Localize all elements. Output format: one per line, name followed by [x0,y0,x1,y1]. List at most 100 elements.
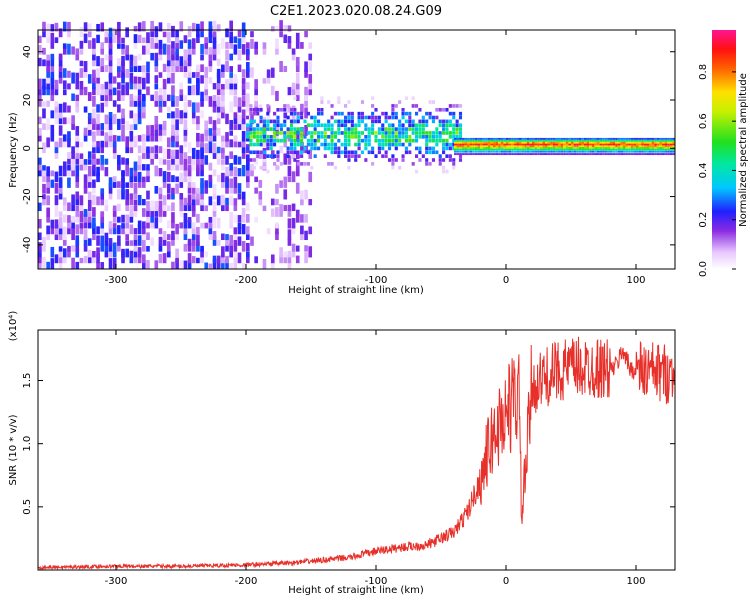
heatmap-cell [659,146,662,149]
heatmap-cell [438,123,442,128]
heatmap-cell [196,26,200,38]
heatmap-cell [229,151,233,159]
heatmap-cell [50,88,55,96]
heatmap-cell [71,228,75,241]
heatmap-cell [646,141,649,144]
heatmap-cell [662,143,665,146]
heatmap-cell [269,135,273,139]
heatmap-cell [229,195,233,206]
heatmap-cell [137,22,142,32]
heatmap-cell [129,181,134,188]
heatmap-cell [175,159,179,171]
heatmap-cell [327,100,331,104]
heatmap-cell [54,182,59,194]
heatmap-cell [221,253,225,264]
heatmap-cell [431,100,436,104]
heatmap-cell [100,22,105,32]
heatmap-cell [204,180,209,188]
heatmap-cell [495,141,499,144]
heatmap-cell [54,171,59,183]
heatmap-cell [617,141,621,144]
heatmap-cell [576,143,579,146]
heatmap-cell [573,150,577,153]
snr-y-tick-label: 0.5 [22,499,33,515]
heatmap-cell [158,124,163,130]
heatmap-cell [458,111,463,116]
heatmap-cell [474,137,478,140]
heatmap-cell [258,198,263,206]
heatmap-cell [249,123,253,128]
heatmap-cell [229,178,233,188]
heatmap-cell [428,131,432,135]
heatmap-cell [464,137,467,140]
heatmap-cell [42,47,46,55]
heatmap-cell [316,107,321,112]
heatmap-cell [249,142,253,147]
heatmap-cell [404,131,408,135]
heatmap-cell [455,127,459,131]
heatmap-cell [333,146,337,151]
heatmap-cell [578,146,582,149]
heatmap-cell [125,214,129,223]
heatmap-cell [623,148,626,151]
heatmap-cell [438,135,442,139]
heatmap-cell [506,146,509,149]
heatmap-cell [158,72,163,78]
heatmap-cell [327,119,331,124]
heatmap-cell [620,146,623,149]
heatmap-cell [100,197,105,206]
heatmap-cell [50,246,55,258]
heatmap-cell [469,141,473,144]
heatmap-cell [643,148,647,151]
heatmap-cell [526,141,530,144]
heatmap-cell [490,153,493,156]
heatmap-cell [313,154,317,158]
heatmap-cell [401,107,405,112]
heatmap-cell [534,148,538,151]
heatmap-cell [142,234,146,241]
heatmap-cell [636,150,639,153]
heatmap-cell [204,43,209,55]
heatmap-cell [133,210,138,217]
heatmap-cell [171,136,175,148]
heatmap-cell [454,145,457,148]
heatmap-cell [208,21,213,32]
heatmap-cell [179,56,184,67]
heatmap-cell [46,261,50,269]
heatmap-cell [221,149,225,159]
heatmap-cell [150,133,154,142]
heatmap-cell [636,143,639,146]
heatmap-cell [212,201,217,212]
heatmap-cell [581,150,584,153]
heatmap-cell [249,127,253,131]
heatmap-cell [295,83,300,90]
heatmap-cell [75,209,80,217]
heatmap-cell [142,179,146,188]
heatmap-cell [183,152,188,159]
heatmap-cell [62,43,67,49]
heatmap-cell [404,146,408,151]
heatmap-cell [154,134,159,142]
heatmap-cell [620,153,623,156]
heatmap-cell [162,90,167,101]
heatmap-cell [576,148,579,151]
heatmap-cell [610,153,613,156]
heatmap-cell [455,123,459,128]
heatmap-cell [158,209,163,217]
heatmap-cell [524,148,527,151]
heatmap-cell [408,138,412,143]
heatmap-cell [179,82,184,90]
heatmap-cell [584,145,587,148]
heatmap-cell [166,249,171,258]
heatmap-cell [304,245,308,252]
heatmap-cell [162,210,167,217]
heatmap-cell [112,242,117,252]
heatmap-cell [75,240,80,252]
heatmap-cell [171,48,175,55]
heatmap-cell [480,143,483,146]
heatmap-cell [183,62,188,73]
heatmap-cell [485,148,488,151]
heatmap-cell [526,148,530,151]
heatmap-cell [129,130,134,142]
heatmap-cell [586,139,590,142]
